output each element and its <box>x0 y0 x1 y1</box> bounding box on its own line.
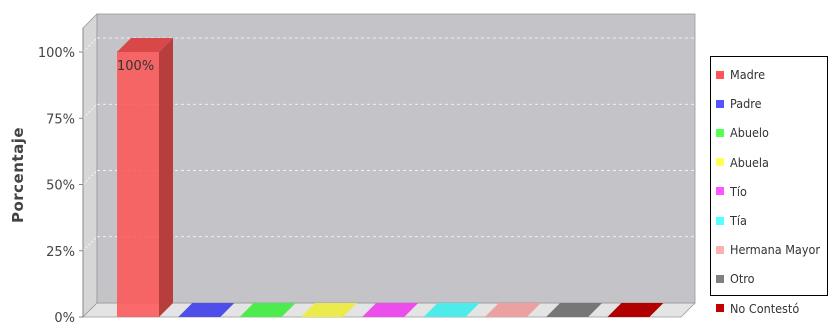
legend-swatch <box>716 304 724 313</box>
data-label: 100% <box>117 59 154 74</box>
bar-tía <box>423 303 480 317</box>
legend-label: Abuelo <box>730 125 769 141</box>
bar-tío <box>362 303 419 317</box>
gridline-side <box>82 103 98 119</box>
legend-item: Padre <box>711 89 827 118</box>
y-tick-label: 0% <box>54 311 75 322</box>
legend-item: No Contestó <box>711 294 827 323</box>
legend-item: Tío <box>711 177 827 206</box>
legend-item: Abuela <box>711 148 827 177</box>
plot-back-wall <box>96 13 696 304</box>
bar-top <box>239 303 296 317</box>
legend-label: Tío <box>730 183 747 199</box>
legend-label: Otro <box>730 271 755 287</box>
legend-label: Hermana Mayor <box>730 242 820 258</box>
bar-madre: 100% <box>117 38 173 317</box>
legend-item: Otro <box>711 264 827 293</box>
gridline-side <box>82 37 98 53</box>
bar-side <box>159 38 173 317</box>
bar-padre <box>178 303 235 317</box>
bar-top <box>546 303 603 317</box>
bar-no-contestó <box>607 303 664 317</box>
bar-front <box>117 52 159 317</box>
legend-label: No Contestó <box>730 300 800 316</box>
legend-item: Abuelo <box>711 118 827 147</box>
bar-top <box>300 303 357 317</box>
legend-swatch <box>716 274 724 283</box>
bar-top <box>607 303 664 317</box>
legend-item: Madre <box>711 60 827 89</box>
legend: Madre Padre Abuelo Abuela Tío Tía Hermana Mayo… <box>710 56 828 316</box>
bar-otro <box>546 303 603 317</box>
legend-item: Tía <box>711 206 827 235</box>
legend-swatch <box>716 158 724 167</box>
bar-top <box>178 303 235 317</box>
bar-abuela <box>300 303 357 317</box>
legend-swatch <box>716 216 724 225</box>
legend-swatch <box>716 128 724 137</box>
bar-top <box>362 303 419 317</box>
y-tick-label: 25% <box>46 245 75 260</box>
y-axis-title: Porcentaje <box>9 127 27 223</box>
gridline-side <box>82 236 98 252</box>
y-tick-label: 50% <box>46 179 75 194</box>
y-tick-label: 100% <box>38 46 75 61</box>
legend-swatch <box>716 99 724 108</box>
bar-top <box>484 303 541 317</box>
legend-label: Padre <box>730 96 762 112</box>
bar-abuelo <box>239 303 296 317</box>
legend-swatch <box>716 70 724 79</box>
legend-swatch <box>716 245 724 254</box>
y-tick-label: 75% <box>46 112 75 127</box>
bar-top <box>423 303 480 317</box>
legend-swatch <box>716 187 724 196</box>
legend-item: Hermana Mayor <box>711 235 827 264</box>
gridline-side <box>82 170 98 185</box>
bar-hermana-mayor <box>484 303 541 317</box>
legend-label: Abuela <box>730 154 769 170</box>
bar-top <box>117 38 173 52</box>
legend-label: Tía <box>730 213 747 229</box>
plot-left-wall <box>82 13 98 318</box>
legend-label: Madre <box>730 67 766 83</box>
